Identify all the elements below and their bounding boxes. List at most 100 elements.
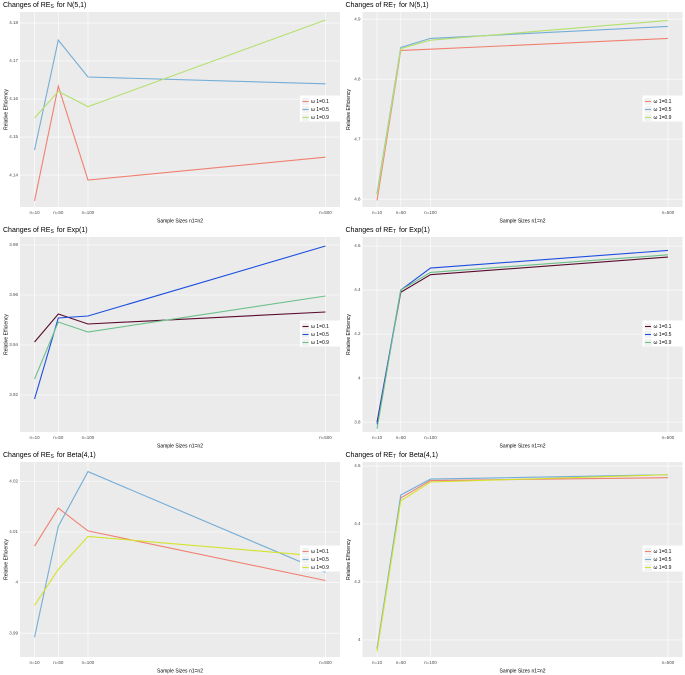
title-subscript: T	[393, 229, 396, 235]
panel-title: Changes of RET for Exp(1)	[346, 227, 430, 235]
legend-label: ω 1=0.1	[654, 99, 672, 105]
x-tick-label: n=500	[319, 435, 332, 440]
panel: Changes of RET for Exp(1) 3.8 4 4.2 4.4 4.6 n=1…	[346, 227, 683, 449]
x-tick-label: n=100	[82, 435, 95, 440]
plot-background	[362, 237, 683, 432]
x-axis-title: Sample Sizes n1=n2	[499, 443, 545, 449]
legend-label: ω 1=0.9	[654, 340, 672, 346]
y-tick-label: 4.4	[354, 287, 361, 292]
x-tick-label: n=500	[662, 660, 675, 665]
y-tick-label: 3.98	[9, 242, 18, 247]
panel-title: Changes of RET for Beta(4,1)	[346, 452, 438, 460]
legend-label: ω 1=0.9	[311, 115, 329, 121]
series-line	[376, 19, 668, 196]
title-main: Changes of RE	[346, 2, 394, 9]
panel: Changes of RES for Exp(1) 3.92 3.94 3.96 3.98…	[3, 227, 340, 449]
y-axis-title: Relative Efficiency	[346, 89, 352, 130]
plot-background	[20, 12, 340, 207]
title-suffix: for Beta(4,1)	[399, 452, 438, 459]
legend-label: ω 1=0.5	[311, 332, 329, 338]
panel-title: Changes of RES for Beta(4,1)	[3, 452, 96, 460]
y-tick-label: 4.6	[354, 463, 361, 468]
x-tick-label: n=100	[424, 210, 437, 215]
panel: Changes of RET for Beta(4,1) 4 4.2 4.4 4.6 n=1…	[346, 452, 683, 674]
x-tick-label: n=50	[53, 660, 64, 665]
y-tick-label: 4.15	[9, 134, 18, 139]
x-tick-label: n=500	[662, 435, 675, 440]
y-tick-label: 4.16	[9, 96, 18, 101]
x-tick-label: n=100	[82, 210, 95, 215]
y-axis-title: Relative Efficiency	[346, 539, 352, 580]
x-tick-label: n=10	[372, 660, 383, 665]
legend-label: ω 1=0.1	[654, 549, 672, 555]
y-tick-label: 4	[358, 375, 361, 380]
y-tick-label: 4.2	[354, 331, 361, 336]
title-main: Changes of RE	[346, 452, 394, 459]
series-line	[34, 83, 326, 202]
y-tick-label: 4.6	[354, 243, 361, 248]
legend-label: ω 1=0.9	[654, 565, 672, 571]
title-subscript: S	[50, 4, 54, 10]
title-suffix: for Exp(1)	[57, 227, 88, 234]
x-tick-label: n=100	[424, 435, 437, 440]
y-tick-label: 3.94	[9, 342, 18, 347]
y-axis-title: Relative Efficiency	[3, 89, 9, 130]
legend-label: ω 1=0.5	[311, 107, 329, 113]
title-suffix: for Exp(1)	[399, 227, 430, 234]
y-tick-label: 4.9	[354, 16, 361, 21]
x-tick-label: n=10	[372, 435, 383, 440]
legend-label: ω 1=0.1	[311, 99, 329, 105]
title-main: Changes of RE	[346, 227, 394, 234]
plot-background	[20, 462, 340, 657]
series-line	[34, 311, 326, 343]
legend-label: ω 1=0.9	[311, 340, 329, 346]
panel-title: Changes of RET for N(5,1)	[346, 2, 429, 10]
legend-label: ω 1=0.1	[654, 324, 672, 330]
x-tick-label: n=10	[372, 210, 383, 215]
x-tick-label: n=50	[396, 210, 407, 215]
y-tick-label: 4.02	[9, 478, 18, 483]
title-suffix: for N(5,1)	[57, 2, 87, 9]
x-tick-label: n=10	[29, 435, 40, 440]
panel: Changes of RET for N(5,1) 4.6 4.7 4.8 4.9 n=10…	[346, 2, 683, 224]
legend-label: ω 1=0.5	[654, 107, 672, 113]
y-tick-label: 3.96	[9, 292, 18, 297]
panel-title: Changes of RES for N(5,1)	[3, 2, 86, 10]
x-tick-label: n=50	[53, 210, 64, 215]
x-axis-title: Sample Sizes n1=n2	[157, 443, 203, 449]
series-line	[34, 535, 326, 606]
y-tick-label: 4.4	[354, 521, 361, 526]
x-tick-label: n=50	[396, 660, 407, 665]
legend-label: ω 1=0.1	[311, 549, 329, 555]
y-tick-label: 3.99	[9, 630, 18, 635]
x-axis-title: Sample Sizes n1=n2	[499, 668, 545, 674]
legend-label: ω 1=0.9	[311, 565, 329, 571]
panel: Changes of RES for N(5,1) 4.14 4.15 4.16 4.17…	[3, 2, 340, 224]
title-main: Changes of RE	[3, 452, 51, 459]
x-tick-label: n=500	[662, 210, 675, 215]
title-main: Changes of RE	[3, 2, 51, 9]
series-line	[34, 507, 326, 582]
title-subscript: T	[393, 4, 396, 10]
x-tick-label: n=500	[319, 210, 332, 215]
y-tick-label: 3.8	[354, 419, 361, 424]
panel-title: Changes of RES for Exp(1)	[3, 227, 88, 235]
y-tick-label: 4.17	[9, 58, 18, 63]
x-axis-title: Sample Sizes n1=n2	[157, 668, 203, 674]
panel: Changes of RES for Beta(4,1) 3.99 4 4.01 4.02…	[3, 452, 340, 674]
legend-label: ω 1=0.5	[311, 557, 329, 563]
x-tick-label: n=500	[319, 660, 332, 665]
series-line	[34, 245, 326, 400]
y-tick-label: 4.18	[9, 20, 18, 25]
series-line	[34, 295, 326, 380]
legend-label: ω 1=0.5	[654, 557, 672, 563]
y-tick-label: 3.92	[9, 392, 18, 397]
y-axis-title: Relative Efficiency	[346, 314, 352, 355]
series-line	[376, 37, 668, 201]
x-tick-label: n=100	[424, 660, 437, 665]
x-axis-title: Sample Sizes n1=n2	[499, 218, 545, 224]
title-main: Changes of RE	[3, 227, 51, 234]
y-axis-title: Relative Efficiency	[3, 314, 9, 355]
series-line	[376, 254, 668, 429]
